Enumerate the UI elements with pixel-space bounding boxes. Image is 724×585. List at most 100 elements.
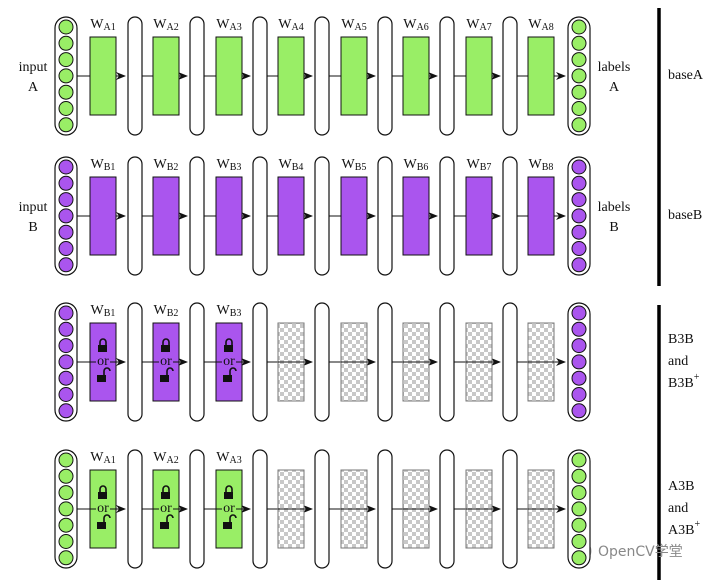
layer-oval (252, 156, 268, 276)
or-bg (96, 504, 110, 514)
neuron (58, 68, 74, 84)
weight-label: WB2 (154, 157, 179, 173)
neuron (58, 468, 74, 484)
layer-oval (439, 302, 455, 422)
lock-or: or (97, 501, 109, 516)
neuron (571, 452, 587, 468)
neuron (571, 52, 587, 68)
layer-oval (439, 16, 455, 136)
weight-box (277, 176, 305, 256)
lock-shackle (225, 338, 233, 345)
weight-sub: B1 (104, 308, 116, 319)
neuron (58, 305, 74, 321)
neuron (58, 19, 74, 35)
weight-base: W (528, 17, 542, 32)
weight-sub: A3 (229, 455, 241, 466)
weight-box (527, 176, 555, 256)
layer-oval (502, 449, 518, 569)
weight-label: WA5 (341, 17, 366, 33)
weight-box (215, 176, 243, 256)
neuron (58, 534, 74, 549)
neuron (571, 19, 587, 35)
lock-shackle (166, 367, 174, 375)
weight-sub: B1 (104, 162, 116, 173)
neuron (58, 159, 74, 175)
weight-base: W (467, 157, 481, 172)
weight-sub: A5 (354, 22, 366, 33)
lock-body (161, 345, 170, 352)
weight-box (340, 36, 368, 116)
weight-box (89, 36, 117, 116)
weight-label: WB2 (154, 303, 179, 319)
or-bg (96, 357, 110, 367)
weight-sub: A7 (479, 22, 491, 33)
weight-sub: B6 (417, 162, 429, 173)
layer-oval (314, 302, 330, 422)
weight-sub: B4 (292, 162, 304, 173)
weight-label: WA3 (216, 450, 241, 466)
neuron (58, 501, 74, 517)
layer-oval (502, 302, 518, 422)
lock-body (160, 375, 169, 382)
layer-oval (189, 156, 205, 276)
input-label: input (19, 200, 48, 215)
weight-base: W (404, 157, 418, 172)
layer-oval (377, 156, 393, 276)
input-label: A (28, 80, 39, 95)
side-text: B3B (668, 376, 694, 391)
layer-oval (127, 156, 143, 276)
side-sup: + (694, 372, 700, 383)
side-text: A3B (668, 479, 694, 494)
neuron (571, 354, 587, 370)
weight-label: WB5 (342, 157, 367, 173)
weight-base: W (529, 157, 543, 172)
side-text: and (668, 354, 688, 369)
weight-label: WB7 (467, 157, 492, 173)
layer-oval (314, 449, 330, 569)
neuron (58, 84, 74, 100)
weight-base: W (403, 17, 417, 32)
weight-box (527, 36, 555, 116)
input-label: input (19, 60, 48, 75)
layer-oval (189, 16, 205, 136)
neuron (571, 370, 587, 386)
layer-oval (439, 156, 455, 276)
weight-sub: B8 (542, 162, 554, 173)
neuron (571, 68, 587, 84)
neuron (571, 338, 587, 354)
side-label: A3B (668, 479, 694, 494)
layer-oval (252, 302, 268, 422)
weight-label: WA8 (528, 17, 553, 33)
or-bg (222, 357, 236, 367)
weight-sub: A4 (291, 22, 303, 33)
neuron (58, 101, 74, 116)
weight-label: WB4 (279, 157, 304, 173)
neuron (571, 550, 587, 566)
layer-oval (314, 156, 330, 276)
weight-base: W (153, 450, 167, 465)
lock-or: or (97, 354, 109, 369)
neuron (58, 387, 74, 402)
weight-sub: B3 (230, 162, 242, 173)
lock-shackle (225, 485, 233, 492)
lock-body (97, 375, 106, 382)
lock-body (223, 375, 232, 382)
neuron (58, 208, 74, 224)
neuron (571, 117, 587, 133)
neuron (571, 321, 587, 337)
weight-base: W (278, 17, 292, 32)
neuron (58, 517, 74, 533)
weight-base: W (279, 157, 293, 172)
weight-label: WB1 (91, 303, 116, 319)
neuron (58, 403, 74, 419)
lock-body (98, 492, 107, 499)
lock-body (97, 522, 106, 529)
lock-shackle (99, 485, 107, 492)
neuron (571, 208, 587, 224)
lock-shackle (162, 485, 170, 492)
lock-shackle (166, 514, 174, 522)
neuron (571, 403, 587, 419)
output-label: labels (598, 200, 631, 215)
layer-oval (127, 16, 143, 136)
